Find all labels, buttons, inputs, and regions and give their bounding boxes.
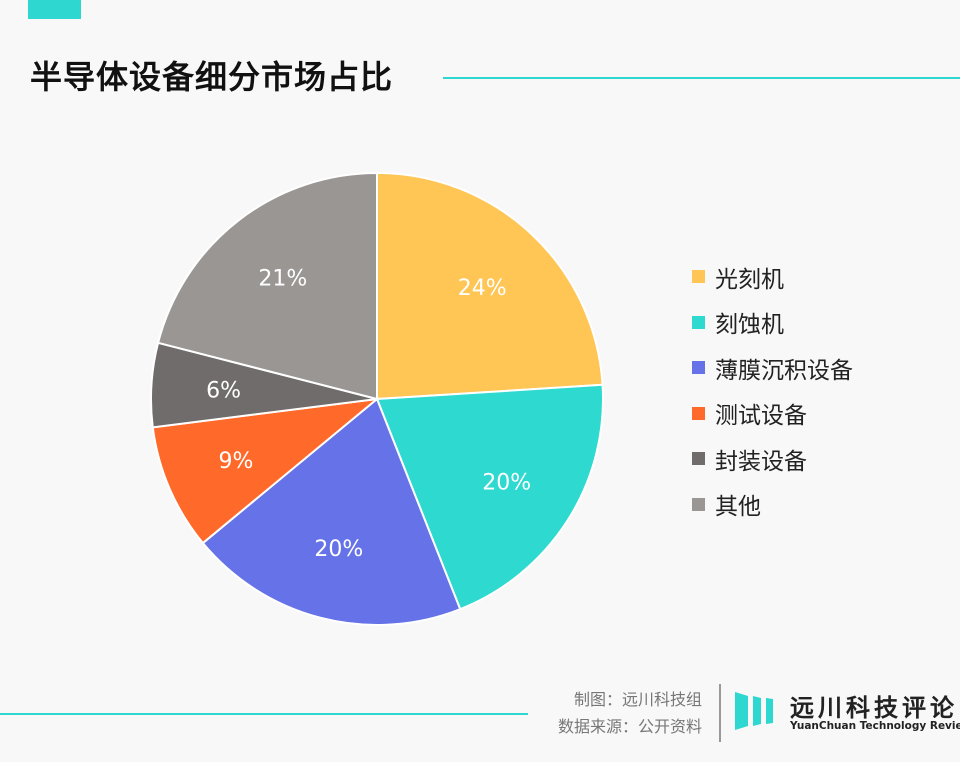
data-label: 20% <box>482 470 531 495</box>
credit-maker: 制图：远川科技组 <box>573 690 702 709</box>
title-divider <box>443 77 960 79</box>
legend-swatch <box>692 315 705 329</box>
legend-label: 其他 <box>715 494 761 521</box>
legend-label: 刻蚀机 <box>715 312 784 339</box>
credit-source: 数据来源：公开资料 <box>557 717 702 736</box>
legend-item: 刻蚀机 <box>692 300 853 346</box>
data-label: 9% <box>219 449 254 474</box>
pie-slice-1 <box>375 383 604 611</box>
legend-swatch <box>692 497 705 511</box>
legend-item: 光刻机 <box>692 254 853 300</box>
legend-label: 光刻机 <box>715 266 784 293</box>
logo-text-en: YuanChuan Technology Review <box>790 720 960 732</box>
legend-label: 薄膜沉积设备 <box>715 357 853 384</box>
pie-slice-3 <box>151 397 381 545</box>
footer-separator <box>719 684 721 742</box>
data-label: 21% <box>258 267 307 292</box>
data-label: 6% <box>206 378 241 403</box>
data-label: 24% <box>458 276 507 301</box>
accent-bar <box>28 0 81 19</box>
legend: 光刻机刻蚀机薄膜沉积设备 测试设备封装设备其他 <box>692 254 853 527</box>
chart-title: 半导体设备细分市场占比 <box>30 58 394 96</box>
logo: 远川科技评论 YuanChuan Technology Review <box>735 690 960 736</box>
logo-mark-icon <box>735 692 773 730</box>
pie-slice-0 <box>376 171 604 401</box>
legend-swatch <box>692 270 705 284</box>
legend-swatch <box>692 452 705 466</box>
pie-slice-2 <box>201 397 462 626</box>
legend-label: 测试设备 <box>715 403 807 430</box>
legend-label: 封装设备 <box>715 448 807 475</box>
legend-swatch <box>692 361 705 375</box>
legend-item: 封装设备 <box>692 436 853 482</box>
pie-slice-5 <box>156 171 378 401</box>
footer-divider <box>0 713 528 715</box>
data-label: 20% <box>314 537 363 562</box>
credits: 制图：远川科技组 数据来源：公开资料 <box>558 686 702 740</box>
logo-text-cn: 远川科技评论 <box>790 694 958 722</box>
legend-swatch <box>692 406 705 420</box>
legend-item: 其他 <box>692 482 853 528</box>
legend-item: 薄膜沉积设备 <box>692 345 853 391</box>
legend-item: 测试设备 <box>692 391 853 437</box>
